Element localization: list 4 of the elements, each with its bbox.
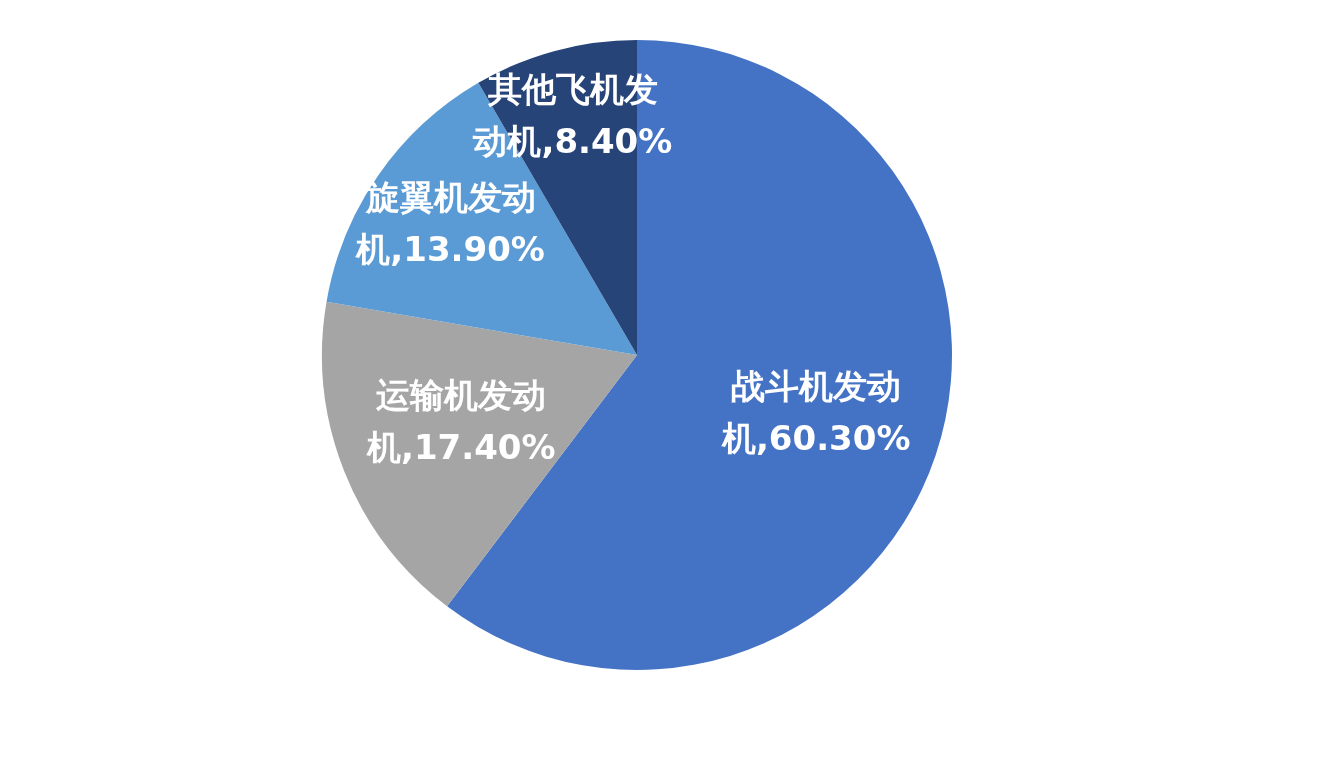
slice-label: 战斗机发动机,60.30% [720,365,911,458]
slice-label: 旋翼机发动机,13.90% [355,176,545,269]
slice-label: 其他飞机发动机,8.40% [472,68,673,161]
slice-label: 运输机发动机,17.40% [366,375,556,468]
